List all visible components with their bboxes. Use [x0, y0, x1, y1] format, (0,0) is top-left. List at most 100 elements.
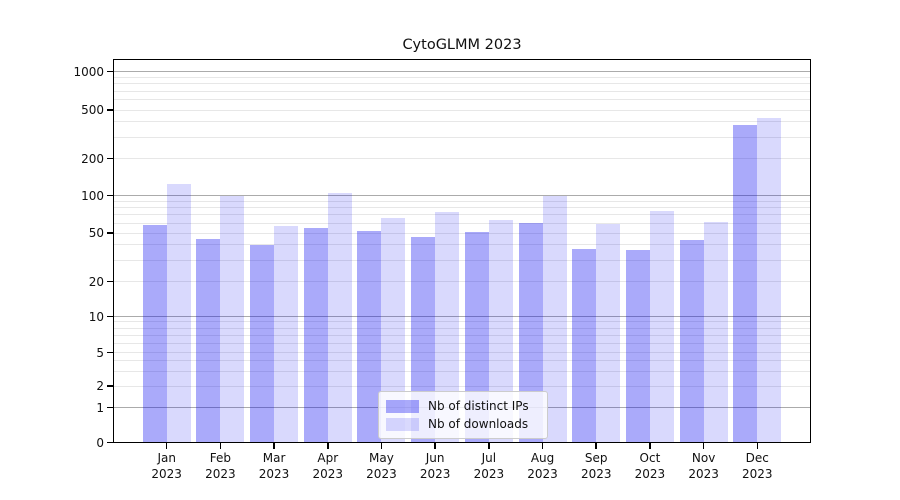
minor-gridline: [113, 121, 811, 123]
minor-gridline: [113, 334, 811, 336]
bar-sep-2023-ips: [572, 248, 597, 443]
bar-nov-2023-downloads: [703, 222, 728, 443]
y-tick-label: 0: [96, 435, 104, 450]
minor-gridline: [113, 321, 811, 323]
bar-dec-2023-ips: [733, 124, 758, 443]
bar-may-2023-ips: [357, 230, 382, 443]
major-gridline: [113, 195, 811, 196]
y-tick-mark: [106, 441, 113, 444]
x-tick-label: Mar 2023: [258, 451, 290, 481]
minor-gridline: [113, 76, 811, 78]
x-tick-mark: [702, 443, 705, 449]
y-tick-label: 1000: [73, 64, 104, 79]
bar-mar-2023-ips: [250, 244, 275, 443]
legend-item-ips: Nb of distinct IPs: [386, 397, 540, 415]
legend: Nb of distinct IPs Nb of downloads: [378, 391, 548, 439]
y-tick-mark: [106, 70, 113, 73]
x-tick-label: Aug 2023: [527, 451, 558, 481]
minor-gridline: [113, 352, 811, 353]
legend-swatch-ips-icon: [386, 399, 419, 413]
y-tick-mark: [106, 385, 113, 387]
y-tick-mark: [106, 194, 113, 197]
minor-gridline: [113, 83, 811, 85]
minor-gridline: [113, 244, 811, 246]
y-tick-mark: [106, 280, 113, 283]
legend-label-ips: Nb of distinct IPs: [428, 399, 529, 413]
x-tick-mark: [273, 443, 275, 449]
y-tick-label: 500: [81, 103, 104, 117]
x-tick-label: Feb 2023: [205, 451, 236, 481]
x-tick-label: Jul 2023: [473, 451, 505, 481]
bar-oct-2023-downloads: [649, 211, 674, 443]
y-tick-mark: [106, 351, 113, 354]
y-tick-label: 20: [88, 274, 104, 289]
x-tick-label: Dec 2023: [742, 451, 773, 481]
minor-gridline: [113, 370, 811, 372]
y-tick-mark: [106, 232, 113, 234]
major-gridline: [113, 71, 811, 72]
minor-gridline: [113, 109, 811, 111]
x-tick-mark: [488, 443, 490, 449]
minor-gridline: [113, 200, 811, 202]
x-tick-mark: [165, 443, 168, 449]
x-tick-label: Jun 2023: [419, 451, 451, 481]
y-tick-label: 200: [81, 151, 104, 166]
minor-gridline: [113, 342, 811, 344]
x-tick-label: Sep 2023: [580, 451, 612, 481]
bar-jan-2023-downloads: [166, 183, 191, 443]
y-tick-label: 50: [88, 226, 104, 240]
y-tick-label: 2: [96, 379, 104, 393]
minor-gridline: [113, 385, 811, 387]
bar-feb-2023-downloads: [220, 195, 245, 443]
y-tick-label: 100: [81, 188, 104, 203]
x-tick-mark: [380, 443, 383, 449]
y-tick-label: 10: [88, 309, 104, 324]
y-tick-label: 5: [96, 345, 104, 360]
minor-gridline: [113, 281, 811, 282]
x-tick-label: May 2023: [366, 451, 397, 481]
minor-gridline: [113, 90, 811, 92]
x-tick-label: Oct 2023: [634, 451, 666, 481]
x-tick-mark: [434, 443, 436, 449]
minor-gridline: [113, 207, 811, 209]
minor-gridline: [113, 360, 811, 362]
bar-dec-2023-downloads: [757, 117, 782, 443]
legend-label-downloads: Nb of downloads: [428, 417, 529, 431]
x-tick-mark: [219, 443, 222, 449]
y-tick-label: 1: [96, 400, 104, 415]
minor-gridline: [113, 136, 811, 138]
y-tick-mark: [106, 406, 113, 409]
bar-apr-2023-ips: [303, 227, 328, 443]
major-gridline: [113, 316, 811, 317]
minor-gridline: [113, 327, 811, 329]
x-tick-mark: [756, 443, 759, 449]
x-tick-mark: [649, 443, 651, 449]
x-tick-label: Apr 2023: [312, 451, 344, 481]
minor-gridline: [113, 158, 811, 159]
x-tick-label: Jan 2023: [151, 451, 182, 481]
x-tick-label: Nov 2023: [688, 451, 719, 481]
x-tick-mark: [327, 443, 329, 449]
chart-title: CytoGLMM 2023: [402, 37, 522, 53]
legend-swatch-downloads-icon: [386, 417, 419, 431]
minor-gridline: [113, 222, 811, 224]
bar-feb-2023-ips: [196, 238, 221, 443]
plot-area: [113, 59, 811, 443]
y-tick-mark: [106, 157, 113, 160]
bar-jan-2023-ips: [142, 224, 167, 443]
minor-gridline: [113, 232, 811, 234]
bar-oct-2023-ips: [625, 250, 650, 443]
bar-sep-2023-downloads: [596, 224, 621, 443]
y-tick-mark: [106, 109, 113, 111]
bar-apr-2023-downloads: [327, 192, 352, 443]
minor-gridline: [113, 99, 811, 101]
minor-gridline: [113, 259, 811, 261]
y-tick-mark: [106, 315, 113, 318]
x-tick-mark: [595, 443, 597, 449]
bar-mar-2023-downloads: [274, 225, 299, 443]
legend-item-downloads: Nb of downloads: [386, 415, 540, 433]
x-tick-mark: [541, 443, 544, 449]
bar-nov-2023-ips: [679, 239, 704, 443]
minor-gridline: [113, 214, 811, 216]
